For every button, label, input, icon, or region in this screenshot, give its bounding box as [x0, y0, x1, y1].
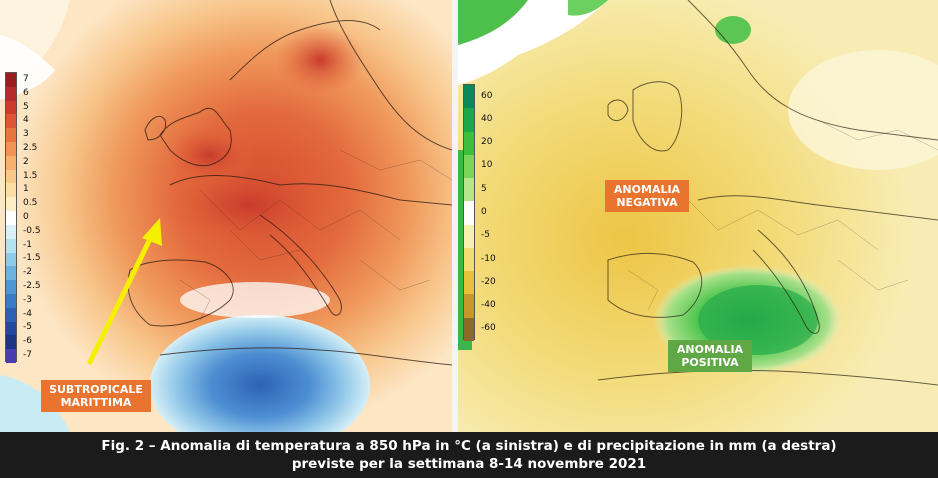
precipitation-legend-swatch	[464, 85, 474, 109]
temperature-legend-label: -3	[23, 294, 32, 305]
precipitation-legend-swatch	[464, 108, 474, 132]
precipitation-legend-swatch	[464, 271, 474, 295]
precipitation-legend-swatch	[464, 201, 474, 225]
temperature-legend-label: -2.5	[23, 281, 41, 292]
temperature-legend-label: 4	[23, 115, 29, 126]
precipitation-legend-label: 10	[481, 160, 493, 171]
temperature-legend-swatch	[6, 73, 16, 87]
temperature-legend-label: -1	[23, 239, 32, 250]
temperature-legend-swatch	[6, 142, 16, 156]
temperature-legend-label: 1.5	[23, 170, 38, 181]
temperature-legend-swatch	[6, 224, 16, 239]
precipitation-legend-label: -5	[481, 230, 490, 241]
precipitation-map-image	[458, 0, 938, 432]
temperature-legend-swatch	[6, 280, 16, 294]
temperature-legend-label: -5	[23, 322, 32, 333]
temperature-legend-label: 7	[23, 73, 29, 84]
precipitation-legend-swatch	[464, 247, 474, 272]
temperature-legend-swatch	[6, 211, 16, 225]
temperature-legend-swatch	[6, 183, 16, 198]
temperature-legend-swatch	[6, 100, 16, 115]
precipitation-legend-label: 20	[481, 137, 493, 148]
precipitation-legend-swatch	[464, 178, 474, 202]
figure-caption: Fig. 2 – Anomalia di temperatura a 850 h…	[0, 432, 938, 478]
temperature-legend-swatch	[6, 197, 16, 212]
advection-arrow	[87, 232, 155, 365]
temperature-legend-label: 6	[23, 87, 29, 98]
precipitation-anomaly-map: 60 40 20 10 5 0 -5 -10 -20 -40 -60 ANOMALIA NEGATI…	[458, 0, 938, 432]
temperature-legend-swatch	[6, 128, 16, 143]
temperature-anomaly-map: 7 6 5 4 3 2.5 2 1.5 1 0.5 0 -0.5 -1 -1.5 -2 -2.5 -3 -4 -5 -…	[0, 0, 452, 432]
precipitation-legend-label: -40	[481, 300, 496, 311]
temperature-legend-label: 1	[23, 184, 29, 195]
precipitation-legend-swatch	[464, 154, 474, 179]
temperature-legend-label: -4	[23, 308, 32, 319]
temperature-legend-swatch	[6, 155, 16, 170]
temperature-legend-swatch	[6, 169, 16, 184]
temperature-legend-label: -7	[23, 350, 32, 361]
precipitation-legend-label: -10	[481, 253, 496, 264]
caption-line-1: Fig. 2 – Anomalia di temperatura a 850 h…	[101, 438, 837, 454]
temperature-legend-swatch	[6, 293, 16, 308]
subtropical-tag: SUBTROPICALE MARITTIMA	[41, 380, 151, 412]
precipitation-legend-swatch	[464, 224, 474, 248]
precipitation-legend-label: 60	[481, 90, 493, 101]
temperature-legend-swatch	[6, 266, 16, 281]
temperature-legend-label: -1.5	[23, 253, 41, 264]
temperature-legend-swatch	[6, 238, 16, 253]
precipitation-legend-label: 5	[481, 183, 487, 194]
temperature-legend-label: 0	[23, 212, 29, 222]
temperature-legend-swatch	[6, 114, 16, 129]
temperature-legend-label: -6	[23, 336, 32, 347]
temperature-legend-swatch	[6, 86, 16, 101]
temperature-legend-label: 3	[23, 129, 29, 140]
temperature-legend-swatch	[6, 335, 16, 350]
temperature-legend-label: -0.5	[23, 225, 41, 236]
temperature-legend-label: 0.5	[23, 198, 38, 209]
precipitation-legend-swatch	[464, 317, 474, 341]
temperature-legend-swatch	[6, 349, 16, 363]
temperature-legend-swatch	[6, 307, 16, 322]
temperature-legend-label: 2.5	[23, 142, 38, 153]
precipitation-legend: 60 40 20 10 5 0 -5 -10 -20 -40 -60	[463, 84, 508, 341]
precipitation-legend-label: -20	[481, 276, 496, 287]
panel-divider	[452, 0, 458, 432]
temperature-legend-label: 2	[23, 156, 29, 167]
precipitation-legend-label: 0	[481, 207, 487, 217]
temperature-legend: 7 6 5 4 3 2.5 2 1.5 1 0.5 0 -0.5 -1 -1.5 -2 -2.5 -3 -4 -5 -…	[5, 72, 45, 363]
temperature-legend-swatch	[6, 321, 16, 336]
precipitation-legend-label: 40	[481, 113, 493, 124]
temperature-legend-label: -2	[23, 267, 32, 278]
temperature-legend-swatch	[6, 252, 16, 267]
positive-anomaly-tag: ANOMALIA POSITIVA	[668, 340, 752, 372]
temperature-legend-label: 5	[23, 101, 29, 112]
precipitation-legend-swatch	[464, 131, 474, 155]
temperature-map-image	[0, 0, 452, 432]
precipitation-legend-label: -60	[481, 323, 496, 334]
precipitation-legend-swatch	[464, 294, 474, 318]
negative-anomaly-tag: ANOMALIA NEGATIVA	[605, 180, 689, 212]
caption-line-2: previste per la settimana 8-14 novembre …	[291, 456, 647, 472]
